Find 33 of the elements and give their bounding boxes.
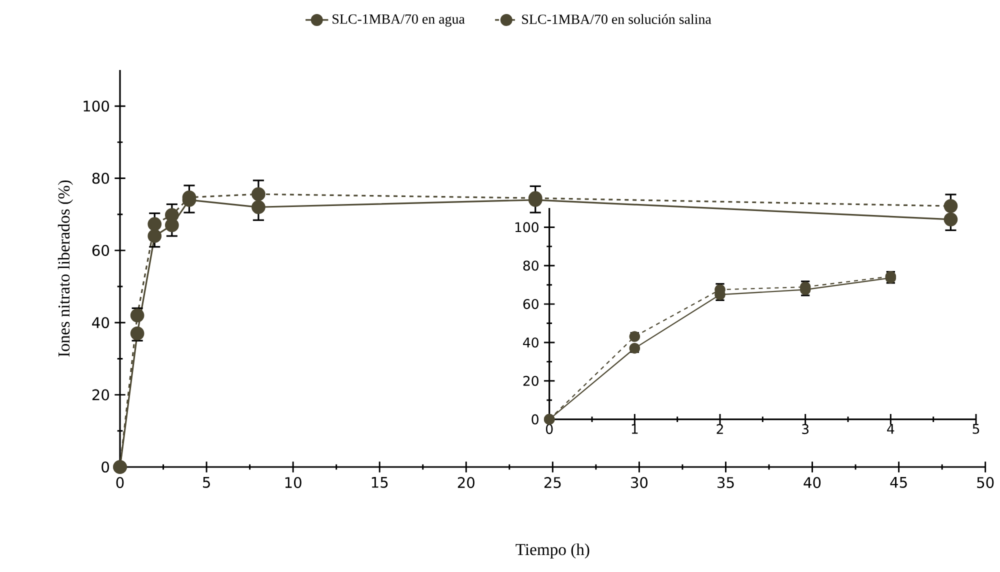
y-tick-label: 20	[92, 389, 109, 400]
y-tick-label: 100	[515, 222, 538, 232]
x-tick-label: 2	[716, 424, 723, 434]
y-tick-label: 60	[92, 244, 109, 256]
y-tick-label: 0	[102, 461, 109, 473]
legend-label: SLC-1MBA/70 en solución salina	[522, 14, 712, 24]
x-tick-label: 30	[631, 477, 648, 488]
y-tick-label: 80	[92, 172, 109, 184]
x-tick-label: 3	[802, 424, 809, 434]
x-tick-label: 20	[458, 477, 474, 488]
x-tick-label: 10	[285, 477, 302, 488]
y-tick-label: 0	[532, 414, 538, 424]
x-tick-label: 40	[804, 477, 821, 488]
y-tick-label: 60	[523, 299, 538, 310]
x-tick-label: 5	[203, 477, 210, 488]
x-tick-label: 35	[718, 477, 734, 488]
y-tick-label: 100	[84, 100, 109, 112]
x-tick-label: 0	[116, 477, 124, 488]
x-tick-label: 50	[977, 477, 994, 488]
x-tick-label: 4	[887, 424, 894, 434]
legend-label: SLC-1MBA/70 en agua	[332, 14, 465, 27]
x-tick-label: 1	[632, 424, 638, 434]
x-tick-label: 25	[544, 477, 561, 488]
y-tick-label: 40	[92, 317, 109, 328]
y-tick-label: 20	[523, 376, 538, 386]
x-tick-label: 45	[890, 477, 907, 488]
x-tick-label: 15	[372, 477, 388, 488]
y-tick-label: 40	[523, 337, 538, 348]
y-tick-label: 80	[523, 260, 538, 271]
x-tick-label: 5	[972, 424, 980, 434]
y-axis-title: Iones nitrato liberados (%)	[58, 180, 73, 357]
x-tick-label: 0	[546, 424, 553, 434]
x-axis-title: Tiempo (h)	[516, 543, 590, 559]
